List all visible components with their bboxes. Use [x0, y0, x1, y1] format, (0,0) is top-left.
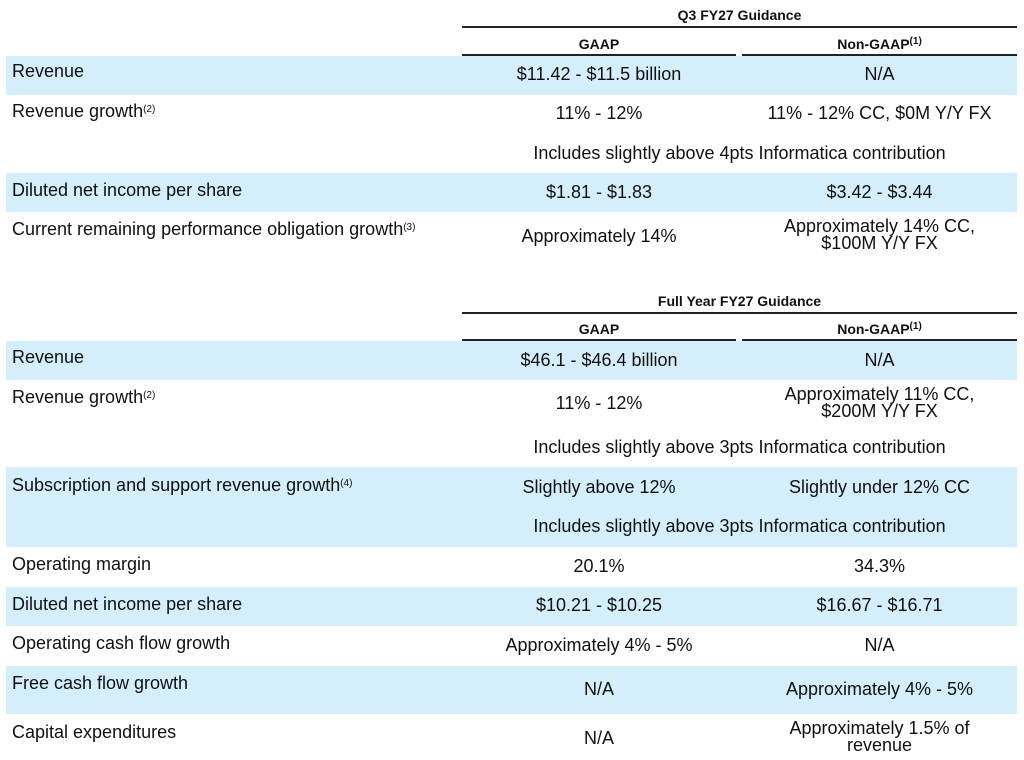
fy-guidance-title: Full Year FY27 Guidance: [657, 293, 822, 309]
row-label: Revenue: [12, 61, 85, 81]
fy-row-band-eps: [6, 587, 1017, 626]
q3-nongaap-rule: [742, 54, 1017, 56]
fy-header-rule: [462, 312, 1017, 314]
fy-gaap-rule: [462, 339, 736, 341]
row-label: Revenue growth(2): [12, 101, 156, 121]
row-label: Subscription and support revenue growth(…: [12, 475, 353, 495]
nongaap-value: 11% - 12% CC, $0M Y/Y FX: [767, 103, 992, 123]
fy-nongaap-rule: [742, 339, 1017, 341]
gaap-value: Approximately 4% - 5%: [505, 635, 693, 655]
nongaap-value: N/A: [864, 64, 895, 84]
informatica-note: Includes slightly above 3pts Informatica…: [533, 516, 946, 536]
fy-gaap-header: GAAP: [578, 321, 620, 337]
gaap-value: N/A: [583, 679, 614, 699]
row-label: Current remaining performance obligation…: [12, 219, 416, 239]
fy-nongaap-header: Non-GAAP(1): [837, 321, 922, 337]
nongaap-value: Approximately 4% - 5%: [785, 679, 974, 699]
fy-row-band-subscription: [6, 467, 1017, 547]
nongaap-value: 34.3%: [853, 556, 906, 576]
gaap-value: 11% - 12%: [555, 103, 643, 123]
gaap-value: 11% - 12%: [555, 393, 643, 413]
row-label: Revenue: [12, 347, 85, 367]
q3-header-rule: [462, 26, 1017, 28]
fy-row-band-fcf: [6, 666, 1017, 714]
gaap-value: 20.1%: [573, 556, 625, 576]
nongaap-value: N/A: [864, 635, 895, 655]
q3-gaap-rule: [462, 54, 736, 56]
gaap-value: $1.81 - $1.83: [545, 182, 653, 202]
row-label: Revenue growth(2): [12, 387, 156, 407]
q3-guidance-title: Q3 FY27 Guidance: [677, 7, 802, 23]
row-label: Diluted net income per share: [12, 180, 243, 200]
nongaap-value: Slightly under 12% CC: [788, 477, 971, 497]
informatica-note: Includes slightly above 3pts Informatica…: [533, 437, 946, 457]
row-label: Operating margin: [12, 554, 152, 574]
fy-row-band-revenue: [6, 341, 1017, 380]
q3-row-band-eps: [6, 173, 1017, 212]
q3-nongaap-header: Non-GAAP(1): [837, 36, 922, 52]
gaap-value: $46.1 - $46.4 billion: [520, 350, 678, 370]
gaap-value: Approximately 14%: [521, 226, 677, 246]
row-label: Capital expenditures: [12, 722, 177, 742]
nongaap-value: Approximately 11% CC, $200M Y/Y FX: [784, 384, 975, 421]
row-label: Operating cash flow growth: [12, 633, 231, 653]
row-label: Free cash flow growth: [12, 673, 189, 693]
nongaap-value: $3.42 - $3.44: [826, 182, 933, 202]
nongaap-value: N/A: [864, 350, 895, 370]
row-label: Diluted net income per share: [12, 594, 243, 614]
q3-gaap-header: GAAP: [578, 36, 620, 52]
informatica-note: Includes slightly above 4pts Informatica…: [533, 143, 946, 163]
q3-row-band-revenue: [6, 56, 1017, 95]
nongaap-value: Approximately 1.5% of revenue: [789, 718, 970, 755]
gaap-value: N/A: [583, 728, 614, 748]
gaap-value: $11.42 - $11.5 billion: [516, 64, 682, 84]
gaap-value: Slightly above 12%: [522, 477, 676, 497]
nongaap-value: $16.67 - $16.71: [816, 595, 943, 615]
nongaap-value: Approximately 14% CC, $100M Y/Y FX: [783, 216, 976, 253]
gaap-value: $10.21 - $10.25: [535, 595, 663, 615]
